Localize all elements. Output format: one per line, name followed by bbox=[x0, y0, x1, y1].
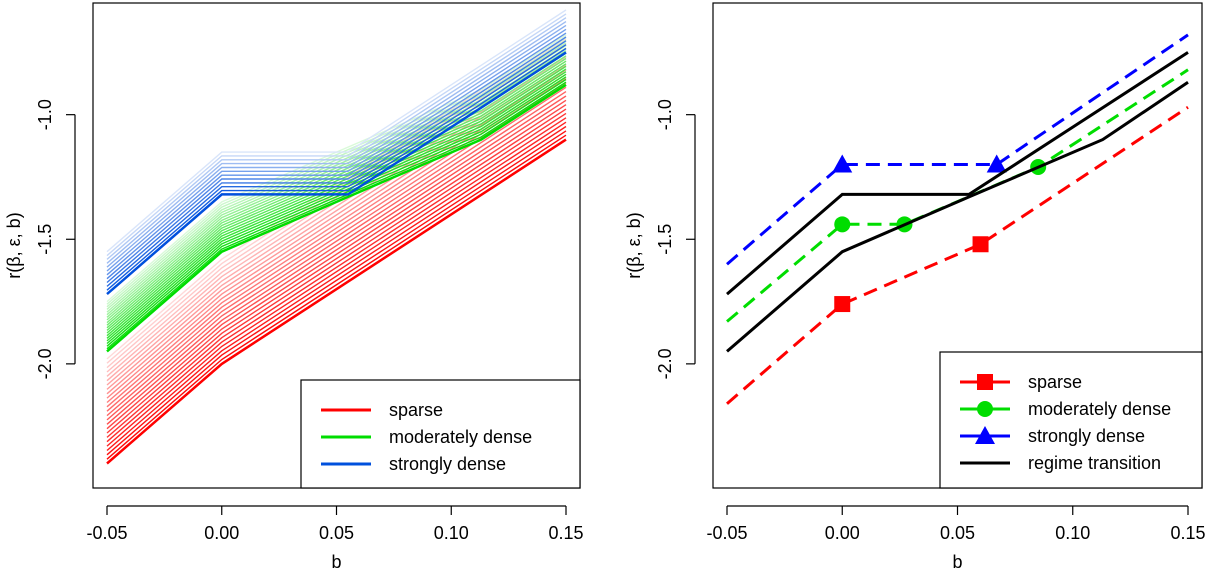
series-strongly-dense-line bbox=[106, 28, 567, 272]
series-moderately-dense-line bbox=[106, 34, 567, 303]
legend-regime-transition-label: regime transition bbox=[1028, 453, 1161, 473]
series-moderately-dense-line bbox=[106, 42, 567, 310]
legend-strongly-dense-marker bbox=[975, 426, 995, 444]
x-tick-label: -0.05 bbox=[86, 523, 127, 543]
plot-area bbox=[106, 9, 567, 465]
series-sparse-point bbox=[972, 236, 989, 253]
series-strongly-dense-line bbox=[106, 24, 567, 268]
series-sparse-line bbox=[106, 38, 567, 364]
y-tick-label: -1.5 bbox=[655, 224, 675, 255]
legend-moderately-dense-label: moderately dense bbox=[389, 427, 532, 447]
series-moderately-dense-line bbox=[106, 78, 567, 347]
series-strongly-dense-line bbox=[106, 47, 567, 291]
series-sparse-line bbox=[106, 34, 567, 360]
series-strongly-dense-line bbox=[106, 17, 567, 260]
series-sparse-line bbox=[106, 112, 567, 438]
x-tick-label: 0.10 bbox=[434, 523, 469, 543]
series-strongly-dense-line bbox=[106, 44, 567, 287]
legend-sparse-label: sparse bbox=[389, 400, 443, 420]
series-strongly-dense-point bbox=[832, 154, 853, 173]
series-moderately-dense-line bbox=[106, 83, 567, 353]
y-tick-label: -1.5 bbox=[35, 224, 55, 255]
legend-sparse-label: sparse bbox=[1028, 372, 1082, 392]
series-sparse-line bbox=[106, 117, 567, 443]
x-tick-label: 0.10 bbox=[1055, 523, 1090, 543]
series-sparse-line bbox=[106, 86, 567, 412]
legend: sparse moderately dense strongly dense regi… bbox=[939, 351, 1203, 489]
y-axis-title: r(β, ε, b) bbox=[624, 212, 644, 278]
y-tick-label: -2.0 bbox=[655, 348, 675, 379]
x-tick-label: 0.05 bbox=[319, 523, 354, 543]
x-axis-title: b bbox=[952, 552, 962, 571]
x-tick-label: 0.00 bbox=[204, 523, 239, 543]
series-strongly-dense-line bbox=[106, 40, 567, 284]
legend: sparse moderately dense strongly dense bbox=[300, 379, 581, 489]
series-sparse-line bbox=[106, 91, 567, 417]
series-strongly-dense-line bbox=[106, 21, 567, 264]
x-tick-label: -0.05 bbox=[706, 523, 747, 543]
series-sparse-line bbox=[106, 121, 567, 447]
series-sparse-line bbox=[106, 95, 567, 421]
series-sparse-line bbox=[106, 60, 567, 386]
x-tick-label: 0.00 bbox=[825, 523, 860, 543]
legend-strongly-dense-label: strongly dense bbox=[389, 454, 506, 474]
series-strongly-dense-line bbox=[106, 32, 567, 276]
legend-strongly-dense-label: strongly dense bbox=[1028, 426, 1145, 446]
x-tick-label: 0.05 bbox=[940, 523, 975, 543]
series-moderately-dense-line bbox=[106, 68, 567, 337]
series-sparse-line bbox=[106, 64, 567, 390]
series-strongly-dense-line bbox=[106, 51, 567, 296]
series-sparse-line bbox=[106, 104, 567, 430]
series-strongly-dense-line bbox=[106, 13, 567, 257]
series-strongly-dense-line bbox=[106, 9, 567, 253]
series-moderately-dense-line bbox=[106, 71, 567, 339]
series-strongly-dense-line bbox=[106, 36, 567, 280]
series-sparse-line bbox=[106, 134, 567, 460]
series-moderately-dense-line bbox=[726, 68, 1189, 323]
series-moderately-dense-line bbox=[106, 76, 567, 345]
plot-area bbox=[726, 33, 1189, 405]
y-tick-label: -1.0 bbox=[35, 99, 55, 130]
series-sparse-line bbox=[106, 108, 567, 434]
series-moderately-dense-point bbox=[834, 216, 851, 233]
series-sparse-line bbox=[106, 99, 567, 425]
legend-box bbox=[300, 379, 581, 489]
series-sparse-line bbox=[106, 125, 567, 452]
legend-moderately-dense-label: moderately dense bbox=[1028, 399, 1171, 419]
series-sparse-point bbox=[834, 296, 851, 313]
y-tick-label: -1.0 bbox=[655, 99, 675, 130]
series-sparse-line bbox=[106, 138, 567, 465]
x-tick-label: 0.15 bbox=[548, 523, 583, 543]
series-strongly-dense-point bbox=[986, 154, 1007, 173]
series-sparse-line bbox=[106, 130, 567, 456]
right-chart-panel: -0.05 0.00 0.05 0.10 0.15 b -2.0 -1.5 -1.0 r(β, ε… bbox=[624, 2, 1206, 571]
legend-sparse-marker bbox=[977, 374, 993, 390]
left-chart-panel: -0.05 0.00 0.05 0.10 0.15 b -2.0 -1.5 -1.0 r(β, ε… bbox=[4, 2, 584, 571]
legend-moderately-dense-marker bbox=[977, 401, 993, 417]
series-sparse-line bbox=[106, 82, 567, 408]
series-sparse-line bbox=[106, 73, 567, 399]
x-tick-label: 0.15 bbox=[1170, 523, 1205, 543]
x-axis-title: b bbox=[331, 552, 341, 571]
series-sparse-line bbox=[726, 105, 1189, 405]
series-regime-transition-line bbox=[726, 81, 1189, 353]
series-regime-transition-line bbox=[726, 51, 1189, 296]
series-strongly-dense-line bbox=[726, 33, 1189, 266]
y-axis-title: r(β, ε, b) bbox=[4, 212, 24, 278]
y-tick-label: -2.0 bbox=[35, 348, 55, 379]
series-moderately-dense-line bbox=[106, 60, 567, 329]
